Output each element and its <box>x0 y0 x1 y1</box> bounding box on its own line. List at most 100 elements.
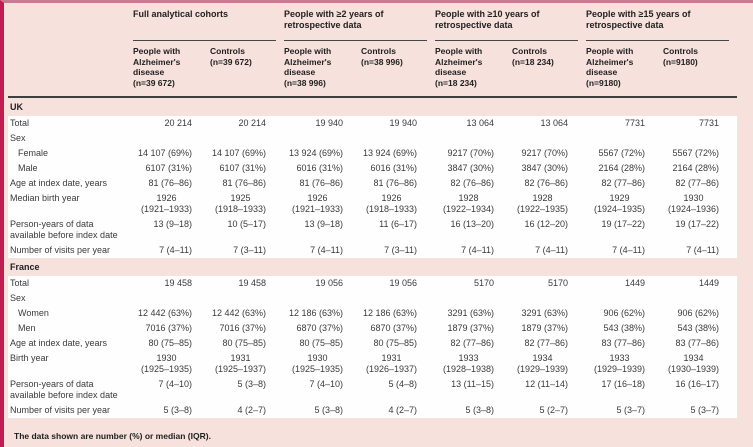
data-cell: 5 (3–8) <box>465 405 495 415</box>
data-cell: 19 056 <box>315 278 343 288</box>
data-cell: 1879 (37%) <box>521 323 569 333</box>
data-cell: 1933 (1928–1938) <box>442 353 495 374</box>
data-cell <box>284 291 361 306</box>
table-row: Age at index date, years 80 (75–85) 80 (75… <box>8 336 738 351</box>
data-cell: 7731 <box>625 118 646 128</box>
section-row: UK <box>8 97 738 116</box>
data-cell: 13 (11–15) <box>451 379 495 389</box>
data-cell: 1933 (1929–1939) <box>593 353 646 374</box>
data-cell: 3291 (63%) <box>447 308 495 318</box>
data-cell: 7 (4–11) <box>612 245 646 255</box>
data-cell: 5 (2–7) <box>539 405 569 415</box>
data-cell: 19 458 <box>238 278 266 288</box>
row-label: Person-years of data available before in… <box>10 379 118 400</box>
data-cell: 13 (9–18) <box>304 219 343 229</box>
data-cell: 12 (11–14) <box>525 379 569 389</box>
data-cell: 12 186 (63%) <box>288 308 343 318</box>
row-label: Sex <box>10 133 26 143</box>
column-group-label: People with ≥15 years of retrospective d… <box>586 9 691 30</box>
data-cell: 80 (75–85) <box>299 338 343 348</box>
subheader-label: Controls <box>361 46 396 56</box>
data-cell: 1930 (1924–1936) <box>668 193 720 214</box>
row-label: Age at index date, years <box>10 178 108 188</box>
data-cell <box>435 131 512 146</box>
data-cell: 2164 (28%) <box>598 163 646 173</box>
data-cell: 5 (3–8) <box>314 405 343 415</box>
data-cell: 3847 (30%) <box>447 163 495 173</box>
table-header: Full analytical cohorts People with ≥2 y… <box>8 3 738 98</box>
data-cell: 4 (2–7) <box>388 405 418 415</box>
data-cell <box>512 291 586 306</box>
data-cell: 1928 (1922–1934) <box>442 193 495 214</box>
data-cell: 1449 <box>625 278 646 288</box>
data-cell: 1931 (1925–1937) <box>214 353 266 374</box>
row-label: Person-years of data available before in… <box>10 219 118 240</box>
column-group-10-years: People with ≥10 years of retrospective d… <box>435 3 586 41</box>
data-cell: 81 (76–86) <box>148 178 192 188</box>
subheader-label: People with Alzheimer's disease <box>435 46 483 77</box>
row-label: Male <box>18 163 38 173</box>
data-cell: 9217 (70%) <box>447 148 495 158</box>
data-cell: 1449 <box>699 278 720 288</box>
data-cell: 7 (4–11) <box>159 245 192 255</box>
table-body: UK Total 20 214 20 214 19 940 19 940 13 064 13 … <box>8 97 738 418</box>
subheader-controls-2y: Controls (n=38 996) <box>361 41 436 98</box>
data-cell: 2164 (28%) <box>672 163 720 173</box>
row-label: Birth year <box>10 353 49 363</box>
data-cell: 5 (3–7) <box>616 405 646 415</box>
data-cell: 16 (12–20) <box>524 219 569 229</box>
data-cell: 13 064 <box>540 118 569 128</box>
data-cell: 1934 (1929–1939) <box>516 353 569 374</box>
table-row: Sex <box>8 291 738 306</box>
data-cell: 7 (4–11) <box>535 245 569 255</box>
data-cell: 6870 (37%) <box>296 323 343 333</box>
table-row: Total 20 214 20 214 19 940 19 940 13 064 13 06… <box>8 116 738 131</box>
data-cell <box>210 291 284 306</box>
table-row: Number of visits per year 5 (3–8) 4 (2–7) 5… <box>8 403 738 418</box>
row-label: Number of visits per year <box>10 405 111 415</box>
column-group-15-years: People with ≥15 years of retrospective d… <box>586 3 737 41</box>
data-cell: 7016 (37%) <box>145 323 192 333</box>
header-corner-spacer <box>8 3 133 41</box>
data-cell <box>361 131 435 146</box>
data-cell <box>133 291 210 306</box>
subheader-n: (n=18 234) <box>512 56 554 67</box>
data-cell: 4 (2–7) <box>237 405 266 415</box>
data-cell <box>210 131 284 146</box>
table-footnote: The data shown are number (%) or median … <box>14 431 211 441</box>
cohort-characteristics-table: Full analytical cohorts People with ≥2 y… <box>8 3 738 418</box>
data-cell: 83 (77–86) <box>675 338 720 348</box>
data-cell <box>361 291 435 306</box>
table-row: Number of visits per year 7 (4–11) 7 (3–11… <box>8 243 738 258</box>
data-cell: 543 (38%) <box>603 323 646 333</box>
subheader-label: Controls <box>210 46 245 56</box>
data-cell: 17 (16–18) <box>601 379 646 389</box>
subheader-n: (n=9180) <box>663 56 698 67</box>
subheader-n: (n=18 234) <box>435 77 477 88</box>
table-row: Men 7016 (37%) 7016 (37%) 6870 (37%) 6870 (3… <box>8 321 738 336</box>
row-label: Median birth year <box>10 193 80 203</box>
data-cell: 1929 (1924–1935) <box>593 193 646 214</box>
data-cell: 16 (13–20) <box>450 219 495 229</box>
subheader-controls-full: Controls (n=39 672) <box>210 41 284 98</box>
data-cell: 3291 (63%) <box>521 308 569 318</box>
data-cell: 7 (4–11) <box>686 245 720 255</box>
data-cell: 5 (3–8) <box>237 379 266 389</box>
data-cell: 81 (76–86) <box>299 178 343 188</box>
table-row: Female 14 107 (69%) 14 107 (69%) 13 924 (69… <box>8 146 738 161</box>
data-cell: 19 940 <box>389 118 418 128</box>
column-group-full-cohorts: Full analytical cohorts <box>133 3 284 41</box>
subheader-label: People with Alzheimer's disease <box>284 46 332 77</box>
row-label: Total <box>10 118 30 128</box>
row-label: Women <box>18 308 49 318</box>
data-cell: 80 (75–85) <box>222 338 266 348</box>
data-cell: 7 (4–11) <box>310 245 343 255</box>
subheader-n: (n=38 996) <box>361 56 403 67</box>
subheader-ad-10y: People with Alzheimer's disease (n=18 23… <box>435 41 513 98</box>
data-cell: 5 (4–8) <box>388 379 418 389</box>
data-cell: 6870 (37%) <box>370 323 418 333</box>
subheader-corner-spacer <box>8 41 133 98</box>
column-group-row: Full analytical cohorts People with ≥2 y… <box>8 3 737 41</box>
data-cell <box>586 291 663 306</box>
